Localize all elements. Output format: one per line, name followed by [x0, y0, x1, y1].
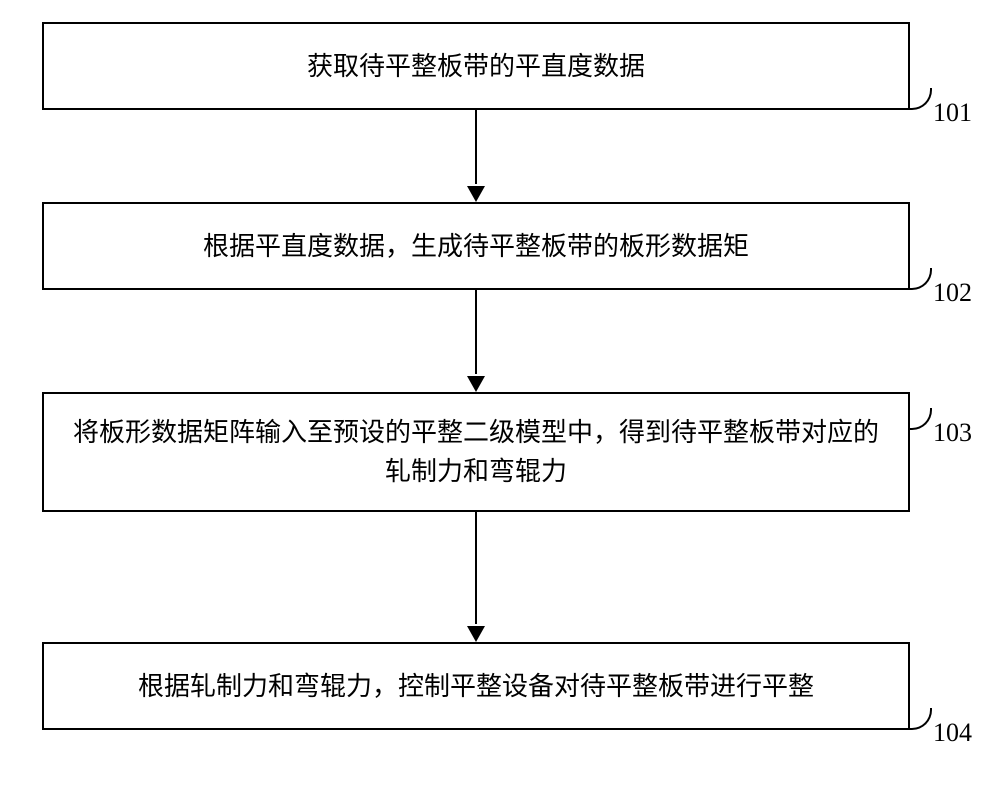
arrow-3-4-line: [475, 512, 477, 624]
step-3-text: 将板形数据矩阵输入至预设的平整二级模型中，得到待平整板带对应的轧制力和弯辊力: [64, 413, 888, 491]
flowchart-step-3: 将板形数据矩阵输入至预设的平整二级模型中，得到待平整板带对应的轧制力和弯辊力: [42, 392, 910, 512]
step-3-label: 103: [933, 418, 972, 448]
connector-3: [910, 408, 932, 430]
step-1-label: 101: [933, 98, 972, 128]
step-2-text: 根据平直度数据，生成待平整板带的板形数据矩: [203, 227, 749, 266]
connector-4: [910, 708, 932, 730]
step-4-label: 104: [933, 718, 972, 748]
arrow-2-3-line: [475, 290, 477, 374]
step-4-text: 根据轧制力和弯辊力，控制平整设备对待平整板带进行平整: [138, 667, 814, 706]
connector-2: [910, 268, 932, 290]
flowchart-container: 获取待平整板带的平直度数据 101 根据平直度数据，生成待平整板带的板形数据矩 …: [0, 0, 1000, 799]
connector-1: [910, 88, 932, 110]
arrow-1-2-line: [475, 110, 477, 184]
flowchart-step-1: 获取待平整板带的平直度数据: [42, 22, 910, 110]
arrow-1-2-head: [467, 186, 485, 202]
arrow-2-3-head: [467, 376, 485, 392]
flowchart-step-2: 根据平直度数据，生成待平整板带的板形数据矩: [42, 202, 910, 290]
arrow-3-4-head: [467, 626, 485, 642]
step-2-label: 102: [933, 278, 972, 308]
step-1-text: 获取待平整板带的平直度数据: [307, 47, 645, 86]
flowchart-step-4: 根据轧制力和弯辊力，控制平整设备对待平整板带进行平整: [42, 642, 910, 730]
